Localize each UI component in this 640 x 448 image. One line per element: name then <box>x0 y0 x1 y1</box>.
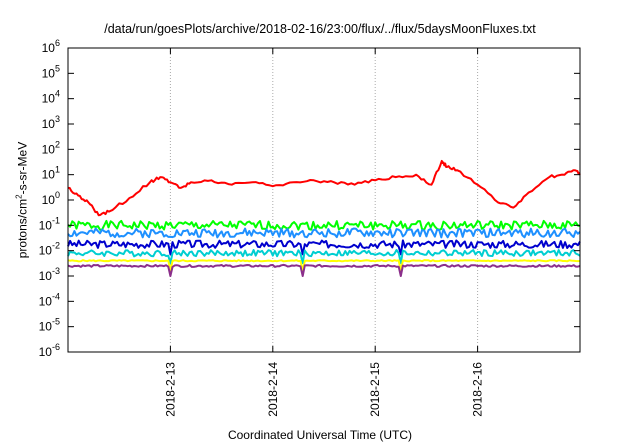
x-axis-label: Coordinated Universal Time (UTC) <box>227 428 413 442</box>
y-tick-label: 104 <box>42 89 60 106</box>
x-tick-label: 2018-2-15 <box>368 362 382 417</box>
series-line-4 <box>67 239 581 256</box>
series-line-5 <box>67 249 581 265</box>
y-tick-label: 100 <box>42 190 60 207</box>
series-line-1 <box>67 159 581 217</box>
chart-title: /data/run/goesPlots/archive/2018-02-16/2… <box>104 22 536 36</box>
y-tick-label: 10-6 <box>39 342 60 359</box>
series-lines <box>67 159 581 277</box>
y-tick-label: 102 <box>42 139 60 156</box>
y-tick-label: 10-2 <box>39 241 60 258</box>
y-tick-label: 10-3 <box>39 266 60 283</box>
y-tick-label: 10-1 <box>39 215 60 232</box>
y-tick-label: 105 <box>42 63 60 80</box>
y-tick-label: 106 <box>42 38 60 55</box>
y-tick-label: 101 <box>42 165 60 182</box>
y-tick-label: 10-5 <box>39 317 60 334</box>
y-tick-label: 10-4 <box>39 291 60 308</box>
y-tick-label: 103 <box>42 114 60 131</box>
grid-lines <box>169 48 479 352</box>
series-line-3 <box>67 227 581 239</box>
axes: 106 105 104 103 102 101 100 10-1 10-2 10-3 10-4 10-… <box>39 38 581 417</box>
x-tick-label: 2018-2-14 <box>266 362 280 417</box>
series-line-7 <box>67 263 581 277</box>
x-tick-label: 2018-2-13 <box>163 362 177 417</box>
series-line-6 <box>67 259 581 272</box>
x-tick-label: 2018-2-16 <box>471 362 485 417</box>
plot-frame <box>67 47 581 353</box>
series-line-2 <box>67 219 581 231</box>
